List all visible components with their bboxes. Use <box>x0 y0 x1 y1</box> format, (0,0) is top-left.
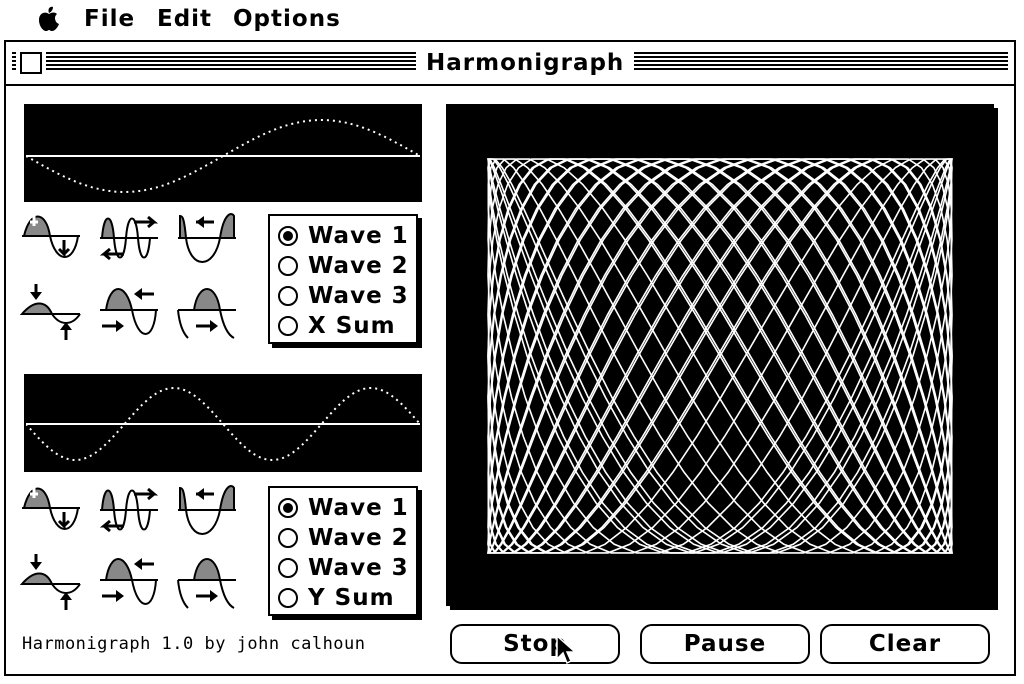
shift-left-icon[interactable] <box>98 550 160 612</box>
radio-button[interactable] <box>278 286 298 306</box>
window-title: Harmonigraph <box>416 48 635 78</box>
harmonigraph-trace <box>487 158 953 554</box>
phase-icon[interactable] <box>20 208 82 270</box>
harmonigraph-trace <box>487 158 953 554</box>
harmonigraph-trace <box>487 158 953 554</box>
harmonigraph-trace <box>487 158 953 554</box>
radio-button[interactable] <box>278 588 298 608</box>
phase-icon[interactable] <box>20 480 82 542</box>
radio-button[interactable] <box>278 256 298 276</box>
radio-button[interactable] <box>278 558 298 578</box>
x-wave-display <box>24 104 428 208</box>
frequency-icon[interactable] <box>98 480 160 542</box>
harmonigraph-trace <box>487 158 953 554</box>
harmonigraph-trace <box>487 158 953 554</box>
y-radio-wave-1[interactable]: Wave 1 <box>278 494 412 522</box>
frequency-decrease-icon[interactable] <box>176 480 238 542</box>
title-bar[interactable]: Harmonigraph <box>6 42 1014 86</box>
y-radio-sum[interactable]: Y Sum <box>278 584 412 612</box>
radio-button[interactable] <box>278 528 298 548</box>
arrow-cursor-icon <box>556 635 576 665</box>
frequency-icon[interactable] <box>98 208 160 270</box>
credit-text: Harmonigraph 1.0 by john calhoun <box>22 634 366 654</box>
x-radio-sum[interactable]: X Sum <box>278 312 412 340</box>
harmonigraph-trace <box>487 158 953 554</box>
radio-button-selected[interactable] <box>278 498 298 518</box>
amplitude-icon[interactable] <box>20 550 82 612</box>
harmonigraph-trace <box>487 158 953 554</box>
radio-button-selected[interactable] <box>278 226 298 246</box>
amplitude-icon[interactable] <box>20 280 82 342</box>
y-radio-wave-3[interactable]: Wave 3 <box>278 554 412 582</box>
harmonigraph-trace <box>487 158 953 554</box>
y-wave-display <box>24 374 428 478</box>
shift-left-icon[interactable] <box>98 280 160 342</box>
harmonigraph-plot <box>446 104 994 606</box>
harmonigraph-trace <box>487 158 953 554</box>
y-wave-radio-group: Wave 1 Wave 2 Wave 3 Y Sum <box>268 486 418 616</box>
harmonigraph-trace <box>487 158 953 554</box>
pause-button[interactable]: Pause <box>640 624 810 664</box>
harmonigraph-trace <box>487 158 953 554</box>
harmonigraph-trace <box>487 158 953 554</box>
x-radio-wave-1[interactable]: Wave 1 <box>278 222 412 250</box>
clear-button[interactable]: Clear <box>820 624 990 664</box>
shift-right-icon[interactable] <box>176 280 238 342</box>
y-radio-wave-2[interactable]: Wave 2 <box>278 524 412 552</box>
harmonigraph-trace <box>487 158 953 554</box>
x-radio-wave-2[interactable]: Wave 2 <box>278 252 412 280</box>
menu-options[interactable]: Options <box>233 6 341 32</box>
menu-file[interactable]: File <box>84 6 136 32</box>
frequency-decrease-icon[interactable] <box>176 208 238 270</box>
close-box[interactable] <box>16 48 46 78</box>
stop-button[interactable]: Stop <box>450 624 620 664</box>
x-radio-wave-3[interactable]: Wave 3 <box>278 282 412 310</box>
menu-bar: File Edit Options <box>0 0 1024 38</box>
x-wave-radio-group: Wave 1 Wave 2 Wave 3 X Sum <box>268 214 418 344</box>
harmonigraph-trace <box>487 158 953 554</box>
shift-right-icon[interactable] <box>176 550 238 612</box>
apple-icon[interactable] <box>36 6 62 32</box>
radio-button[interactable] <box>278 316 298 336</box>
menu-edit[interactable]: Edit <box>157 6 213 32</box>
harmonigraph-window: Harmonigraph <box>4 40 1016 676</box>
